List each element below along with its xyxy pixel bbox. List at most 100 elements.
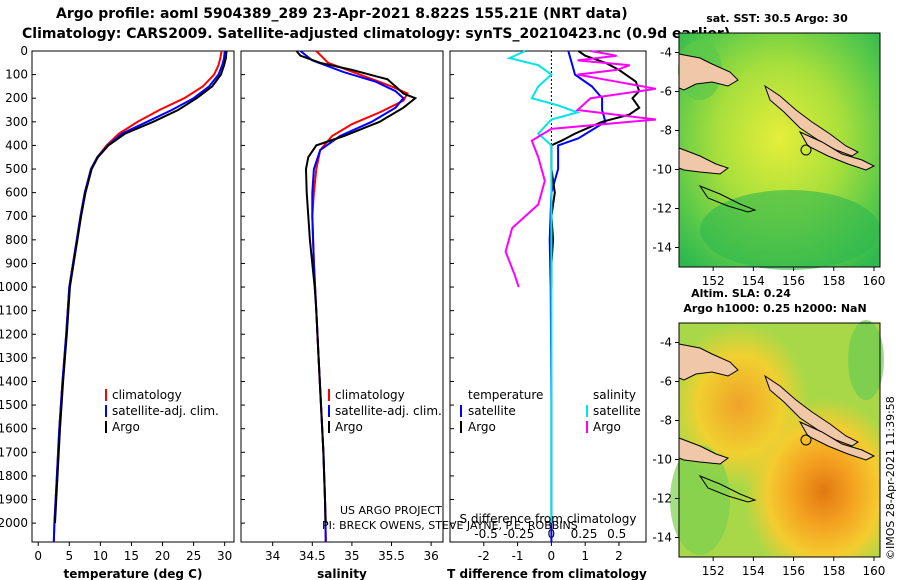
x-tick-label: 0 [548, 549, 556, 563]
depth-tick-label: 800 [5, 233, 28, 247]
legend-swatch-s-argo [586, 421, 588, 433]
lon-tick-label: 154 [742, 564, 765, 578]
title-line-2: Climatology: CARS2009. Satellite-adjuste… [22, 26, 731, 42]
legend-label-satellite: satellite-adj. clim. [335, 404, 442, 418]
lat-tick-label: -4 [660, 336, 672, 350]
legend-heading-temperature: temperature [468, 388, 543, 402]
solomon-islands-land [764, 84, 859, 157]
sla-map-title-1: Altim. SLA: 0.24 [691, 287, 791, 300]
sst-map-title: sat. SST: 30.5 Argo: 30 [706, 12, 848, 25]
legend-swatch-satellite [328, 405, 330, 417]
legend-label-s-argo: Argo [593, 420, 621, 434]
sla-low-region [670, 445, 730, 555]
solomon-islands-land [798, 420, 876, 461]
depth-tick-label: 1600 [0, 422, 28, 436]
lat-tick-label: -4 [660, 46, 672, 60]
salinity-panel: 34 34.5 35 35.5 36 [265, 50, 439, 563]
legend-swatch-t-satellite [460, 405, 462, 417]
new-britain-land [678, 343, 739, 381]
series-line-argo [54, 50, 228, 524]
x-tick-label: 36 [423, 549, 438, 563]
depth-tick-label: 1800 [0, 469, 28, 483]
s-difference-axis-title: S difference from climatology [460, 512, 637, 526]
lon-tick-label: 152 [702, 564, 725, 578]
x-tick-label: 34 [265, 549, 280, 563]
solomon-islands-land [764, 374, 859, 447]
difference-panel-frame [449, 50, 647, 543]
x-tick-label: 0 [34, 549, 42, 563]
sla-map-title-2: Argo h1000: 0.25 h2000: NaN [683, 302, 866, 315]
sla-map: Altim. SLA: 0.24 Argo h1000: 0.25 h2000:… [652, 287, 885, 578]
page-title: Argo profile: aoml 5904389_289 23-Apr-20… [0, 0, 900, 50]
temperature-legend: climatology satellite-adj. clim. Argo [105, 388, 219, 434]
lat-tick-label: -10 [652, 163, 672, 177]
difference-legend: temperature satellite Argo salinity sate… [460, 388, 641, 434]
lat-tick-label: -12 [652, 492, 672, 506]
lat-tick-label: -8 [660, 124, 672, 138]
sla-low-region [848, 320, 884, 400]
project-note-line-2: PI: BRECK OWENS, STEVE JAYNE, P.E. ROBBI… [322, 519, 578, 532]
x-tick-label: -2 [478, 549, 490, 563]
salinity-panel-frame [240, 50, 444, 543]
x-tick-label: 5 [65, 549, 73, 563]
depth-tick-label: 200 [5, 91, 28, 105]
solomon-islands-land [798, 130, 876, 171]
lat-tick-label: -10 [652, 453, 672, 467]
lat-tick-label: -6 [660, 85, 672, 99]
depth-tick-label: 600 [5, 186, 28, 200]
depth-tick-label: 900 [5, 256, 28, 270]
series-line-argo [295, 50, 418, 524]
depth-tick-label: 500 [5, 162, 28, 176]
sla-map-frame [678, 322, 881, 558]
x-tick-label: 2 [615, 549, 623, 563]
x-tick-label: 10 [93, 549, 108, 563]
series-line-s-argo [504, 50, 657, 288]
lat-tick-label: -14 [652, 241, 672, 255]
legend-swatch-argo [328, 421, 330, 433]
sla-map-lon-axis: 152 154 156 158 160 [702, 557, 885, 578]
temperature-panel: 0 5 10 15 20 25 30 [34, 50, 232, 563]
lon-tick-label: 158 [822, 274, 845, 288]
sst-cool-region [700, 190, 880, 270]
sst-map: sat. SST: 30.5 Argo: 30 -4-6-8-10-12-14 … [652, 12, 885, 288]
series-line-t-satellite [548, 50, 607, 542]
lat-tick-label: -6 [660, 375, 672, 389]
legend-swatch-climatology [105, 389, 107, 401]
sla-map-lat-axis: -4 -6 -8 -10 -12 -14 [652, 336, 679, 545]
legend-label-s-satellite: satellite [593, 404, 641, 418]
depth-tick-label: 700 [5, 209, 28, 223]
depth-tick-label: 2000 [0, 516, 28, 530]
x-tick-label: 1 [581, 549, 589, 563]
depth-tick-label: 1100 [0, 304, 28, 318]
x-tick-label: 35 [344, 549, 359, 563]
depth-tick-label: 1400 [0, 374, 28, 388]
legend-label-argo: Argo [335, 420, 363, 434]
argo-float-marker [800, 144, 812, 156]
depth-tick-label: 1500 [0, 398, 28, 412]
temperature-panel-frame [31, 50, 235, 543]
islands-outline [698, 474, 757, 503]
s-tick-label: 0.5 [607, 527, 626, 541]
s-tick-label: -0.5 [474, 527, 497, 541]
lon-tick-label: 156 [782, 274, 805, 288]
lon-tick-label: 154 [742, 274, 765, 288]
salinity-legend: climatology satellite-adj. clim. Argo [328, 388, 442, 434]
lon-tick-label: 156 [782, 564, 805, 578]
islands-outline [698, 184, 757, 213]
lon-tick-label: 158 [822, 564, 845, 578]
lat-tick-label: -14 [652, 531, 672, 545]
x-tick-label: 15 [124, 549, 139, 563]
depth-tick-label: 0 [20, 44, 28, 58]
lon-tick-label: 160 [863, 274, 886, 288]
depth-tick-label: 100 [5, 68, 28, 82]
depth-tick-label: 1700 [0, 445, 28, 459]
x-tick-label: 20 [155, 549, 170, 563]
png-land [678, 437, 730, 465]
s-tick-label: -0.25 [503, 527, 534, 541]
t-difference-axis-title: T difference from climatology [447, 567, 647, 580]
salinity-axis-title: salinity [317, 567, 367, 580]
depth-tick-label: 1200 [0, 327, 28, 341]
lon-tick-label: 152 [702, 274, 725, 288]
legend-heading-salinity: salinity [593, 388, 636, 402]
lat-tick-label: -12 [652, 202, 672, 216]
